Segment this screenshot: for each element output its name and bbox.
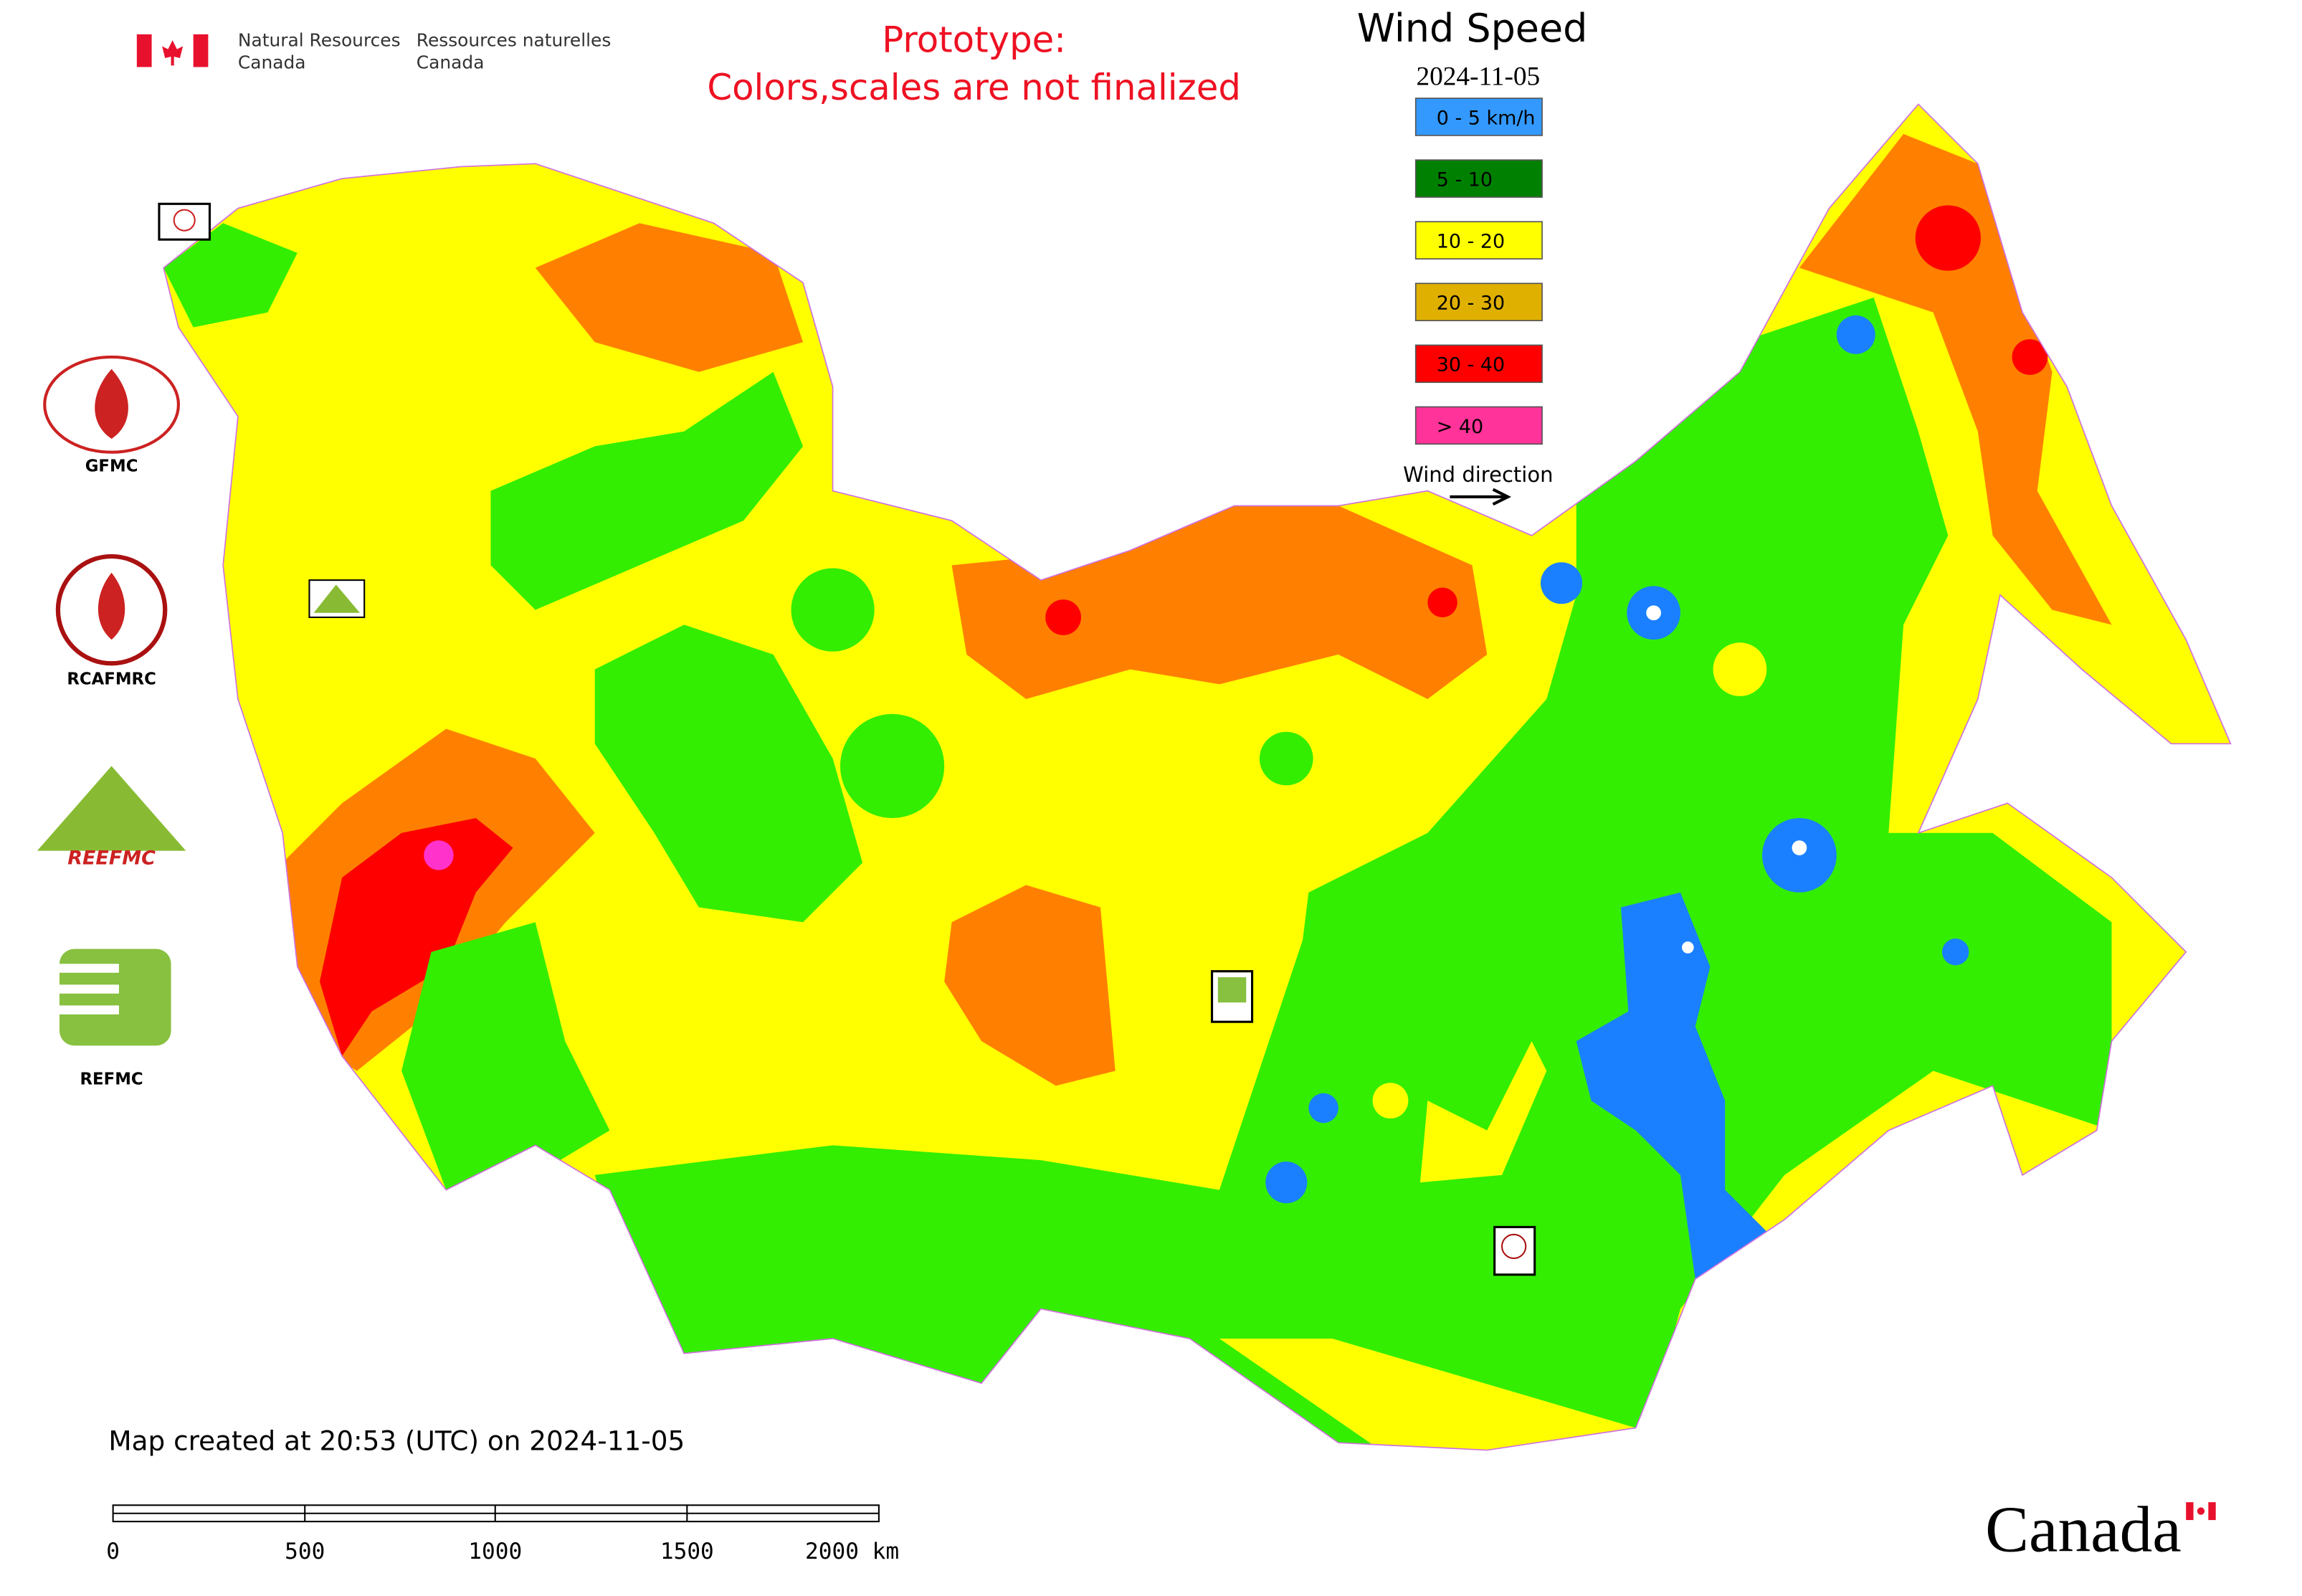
created-note: Map created at 20:53 (UTC) on 2024-11-05 <box>108 1425 685 1457</box>
logos: GFMC RCAFMRC REEFMC REFMC <box>37 202 1536 1276</box>
legend-swatch <box>1414 159 1543 198</box>
agency-en: Canada <box>238 52 306 73</box>
scale-label: 0 <box>106 1539 120 1564</box>
canada-wordmark: Canada <box>1985 1493 2216 1566</box>
legend-label: 30 - 40 <box>1437 354 1505 376</box>
agency-en: Natural Resources <box>238 29 401 50</box>
logo-label: REFMC <box>80 1070 143 1088</box>
legend-label: 0 - 5 km/h <box>1437 107 1536 129</box>
scale-label: 500 <box>285 1539 325 1564</box>
scale-label: 2000 km <box>805 1539 899 1564</box>
legend-swatch <box>1414 344 1543 384</box>
agency-fr: Ressources naturelles <box>417 29 612 50</box>
legend-label: 20 - 30 <box>1437 293 1505 315</box>
notice: Colors,scales are not finalized <box>707 67 1241 108</box>
notice: Prototype: <box>882 19 1066 61</box>
direction-arrow <box>1450 488 1511 506</box>
legend-swatch <box>1414 282 1543 321</box>
wordmark: Canada <box>1985 1493 2182 1566</box>
agency-fr: Canada <box>417 52 485 73</box>
legend-swatch <box>1414 406 1543 445</box>
legend-label: 10 - 20 <box>1437 231 1505 253</box>
logo-label: GFMC <box>85 457 138 476</box>
scale-bar: 0 500 1000 1500 2000 km <box>106 1504 899 1564</box>
direction-label: Wind direction <box>1403 462 1553 487</box>
legend-label: > 40 <box>1437 416 1483 438</box>
legend-swatch <box>1414 221 1543 260</box>
legend: Wind Speed 2024-11-05 Wind direction 0 -… <box>1357 6 1588 506</box>
logo-label: RCAFMRC <box>67 670 156 688</box>
legend-label: 5 - 10 <box>1437 168 1493 191</box>
legend-title: Wind Speed <box>1357 6 1588 51</box>
scale-label: 1500 <box>660 1539 714 1564</box>
legend-date: 2024-11-05 <box>1416 62 1540 91</box>
logo-label: REEFMC <box>67 847 156 869</box>
scale-label: 1000 <box>468 1539 522 1564</box>
agency-signature: Natural Resources Canada Ressources natu… <box>136 29 612 73</box>
legend-swatch <box>1414 98 1543 136</box>
